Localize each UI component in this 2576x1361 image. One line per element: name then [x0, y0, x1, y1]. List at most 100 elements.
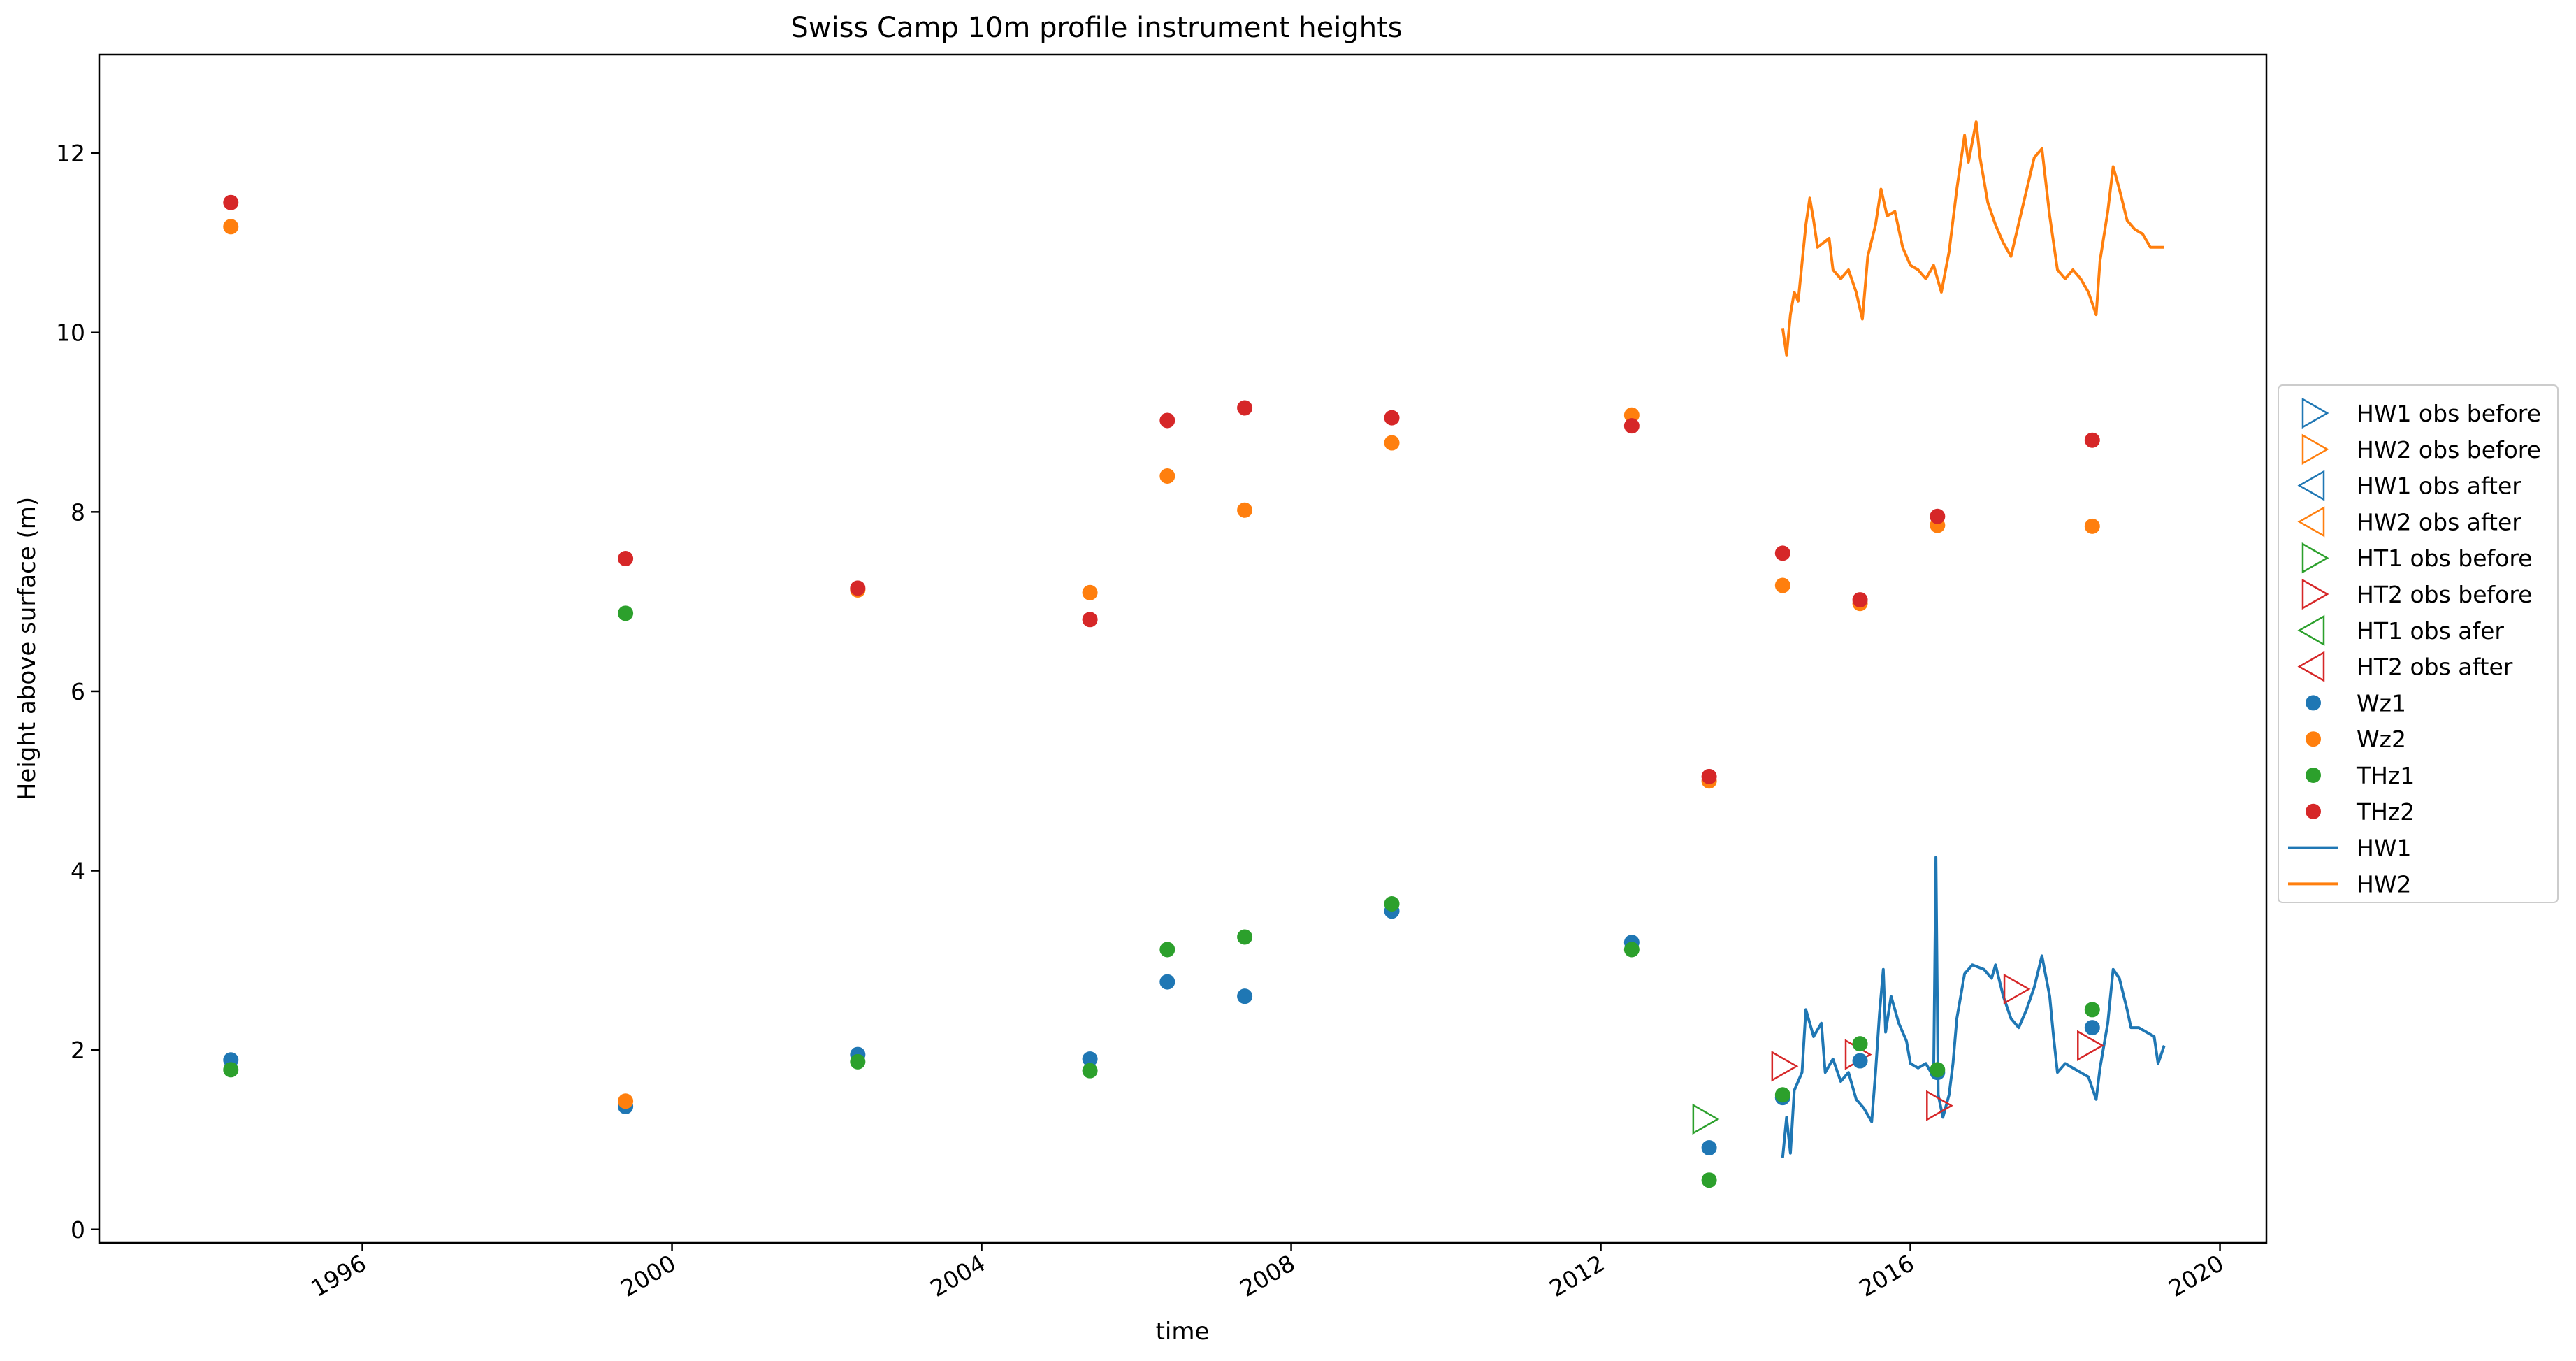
point-thz2: [618, 551, 634, 567]
legend-item-hw1-obs-before: HW1 obs before: [2301, 397, 2541, 429]
point-wz2: [1623, 407, 1640, 423]
point-wz1: [1159, 974, 1175, 990]
y-tick-label: 6: [71, 678, 85, 705]
point-thz1: [1623, 942, 1640, 958]
y-axis-label: Height above surface (m): [13, 497, 41, 800]
legend-marker: [2301, 578, 2329, 610]
point-thz2: [1159, 412, 1175, 429]
point-thz1: [1774, 1087, 1790, 1103]
legend-item-thz1: THz1: [2306, 762, 2415, 789]
point-thz1: [1159, 942, 1175, 958]
point-thz2: [223, 194, 239, 210]
y-tick-label: 4: [71, 858, 85, 885]
legend-label: HT2 obs after: [2357, 654, 2513, 681]
legend-label: HT1 obs before: [2357, 545, 2532, 572]
point-wz1: [2084, 1020, 2100, 1036]
legend-marker: [2306, 768, 2321, 783]
point-thz2: [1852, 592, 1868, 608]
legend-item-ht1-obs-afer: HT1 obs afer: [2297, 614, 2504, 646]
y-tick-label: 10: [56, 319, 85, 347]
point-thz1: [1384, 896, 1400, 912]
legend-label: HW1: [2357, 835, 2411, 862]
legend-marker: [2297, 506, 2325, 538]
legend-label: Wz1: [2357, 689, 2406, 716]
point-wz2: [1237, 502, 1253, 518]
series-layer: [223, 120, 2166, 1188]
legend-marker: [2301, 542, 2329, 574]
legend-marker: [2301, 397, 2329, 429]
legend-label: HW2 obs before: [2357, 436, 2541, 463]
point-wz2: [1082, 584, 1098, 600]
point-thz2: [1082, 612, 1098, 628]
legend-item-ht1-obs-before: HT1 obs before: [2301, 542, 2532, 574]
legend-marker: [2297, 651, 2325, 682]
point-ht2-obs-before: [1926, 1090, 1953, 1121]
x-axis-label: time: [1156, 1318, 1210, 1346]
y-tick-label: 0: [71, 1216, 85, 1244]
point-wz2: [618, 1093, 634, 1109]
legend-marker: [2297, 614, 2325, 646]
point-thz1: [1701, 1172, 1717, 1188]
y-tick-label: 8: [71, 498, 85, 526]
legend-label: Wz2: [2357, 726, 2406, 753]
point-thz1: [2084, 1002, 2100, 1018]
series-line-hw1: [1781, 856, 2166, 1158]
point-ht1-obs-before: [1692, 1103, 1720, 1135]
point-wz1: [1082, 1051, 1098, 1067]
series-line-hw2: [1781, 120, 2164, 357]
legend-item-thz2: THz2: [2306, 798, 2415, 826]
legend-marker: [2306, 695, 2321, 711]
plot-frame: [98, 53, 2268, 1244]
point-wz2: [2084, 518, 2100, 534]
legend-frame: [2278, 384, 2559, 903]
plot-area: [98, 53, 2268, 1244]
point-thz2: [1237, 400, 1253, 416]
point-thz1: [618, 605, 634, 621]
legend-marker: [2306, 731, 2321, 747]
point-wz1: [1237, 988, 1253, 1004]
y-tick-label: 2: [71, 1037, 85, 1064]
legend-label: HW1 obs after: [2357, 473, 2521, 500]
legend-label: HW2 obs after: [2357, 508, 2521, 535]
point-thz2: [1701, 768, 1717, 784]
point-thz2: [850, 580, 866, 596]
point-wz2: [223, 219, 239, 235]
point-thz2: [1623, 418, 1640, 434]
point-ht2-obs-before: [2003, 973, 2031, 1005]
legend-item-hw1: HW1: [2288, 835, 2411, 862]
point-ht2-obs-before: [2077, 1030, 2104, 1061]
legend-label: HT1 obs afer: [2357, 617, 2504, 645]
point-wz2: [1384, 435, 1400, 451]
point-thz2: [2084, 432, 2100, 448]
y-axis: 0 2 4 6 8 10 12: [56, 140, 99, 1244]
legend-label: THz2: [2356, 798, 2415, 826]
legend-item-ht2-obs-before: HT2 obs before: [2301, 578, 2532, 610]
point-ht2-obs-before: [1771, 1051, 1799, 1082]
point-thz1: [1237, 929, 1253, 945]
legend-label: THz1: [2356, 762, 2415, 789]
chart-title: Swiss Camp 10m profile instrument height…: [790, 12, 1402, 44]
legend: HW1 obs before HW2 obs before HW1 obs afte…: [2278, 384, 2559, 903]
point-thz2: [1930, 508, 1946, 524]
legend-item-ht2-obs-after: HT2 obs after: [2297, 651, 2513, 682]
point-thz1: [850, 1053, 866, 1070]
point-wz2: [1159, 468, 1175, 484]
legend-item-hw2-obs-after: HW2 obs after: [2297, 506, 2521, 538]
point-thz1: [1930, 1062, 1946, 1078]
y-tick-label: 12: [56, 140, 85, 167]
legend-item-wz2: Wz2: [2306, 726, 2406, 753]
legend-label: HT2 obs before: [2357, 581, 2532, 608]
point-wz1: [1852, 1053, 1868, 1069]
legend-item-hw1-obs-after: HW1 obs after: [2297, 470, 2521, 501]
point-thz1: [223, 1062, 239, 1078]
point-thz2: [1384, 410, 1400, 426]
point-thz1: [1082, 1063, 1098, 1079]
legend-item-wz1: Wz1: [2306, 689, 2406, 716]
legend-marker: [2306, 803, 2321, 819]
legend-label: HW2: [2357, 870, 2411, 898]
legend-item-hw2-obs-before: HW2 obs before: [2301, 433, 2541, 465]
point-wz2: [1774, 577, 1790, 593]
point-thz2: [1774, 545, 1790, 561]
